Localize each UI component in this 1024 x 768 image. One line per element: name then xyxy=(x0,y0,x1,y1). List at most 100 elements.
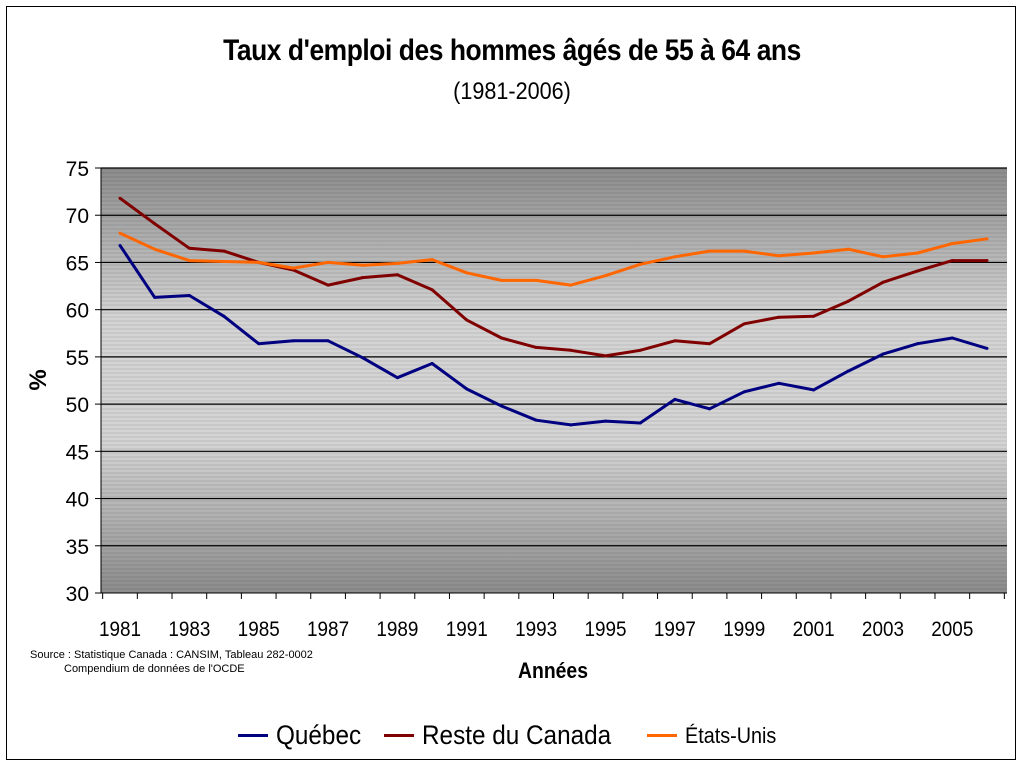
data-point-s2-1989 xyxy=(395,261,399,265)
x-tick-label-1987: 1987 xyxy=(307,618,349,641)
legend-swatch-quebec xyxy=(237,734,268,737)
y-tick-label-55: 55 xyxy=(66,347,89,370)
series-line-2 xyxy=(119,231,988,287)
data-point-s0-1994 xyxy=(569,423,573,427)
data-point-s1-1990 xyxy=(430,288,434,292)
x-tick-label-1993: 1993 xyxy=(515,618,557,641)
source-note: Source : Statistique Canada : CANSIM, Ta… xyxy=(30,648,313,676)
x-tick-label-1999: 1999 xyxy=(723,618,765,641)
x-tick-label-2005: 2005 xyxy=(931,618,973,641)
data-point-s0-1981 xyxy=(118,243,122,247)
data-point-s1-1999 xyxy=(742,322,746,326)
data-point-s1-1987 xyxy=(326,283,330,287)
data-point-s0-1998 xyxy=(708,407,712,411)
x-axis-label: Années xyxy=(518,659,588,683)
x-tick-label-1995: 1995 xyxy=(584,618,626,641)
data-point-s1-2000 xyxy=(777,315,781,319)
chart-title: Taux d'emploi des hommes âgés de 55 à 64… xyxy=(223,34,801,67)
x-tick-label-1981: 1981 xyxy=(99,618,141,641)
data-point-s2-1982 xyxy=(153,247,157,251)
data-point-s2-1995 xyxy=(604,274,608,278)
legend-item-quebec: Québec xyxy=(237,720,371,751)
data-point-s1-1993 xyxy=(534,345,538,349)
data-point-s0-1983 xyxy=(187,294,191,297)
data-point-s1-2005 xyxy=(950,259,954,263)
data-point-s1-1983 xyxy=(187,246,191,250)
data-point-s2-1985 xyxy=(257,260,261,264)
data-point-s1-1995 xyxy=(604,354,608,358)
data-point-s0-1990 xyxy=(430,362,434,365)
y-tick-label-50: 50 xyxy=(66,394,89,417)
data-point-s2-1991 xyxy=(465,271,469,275)
x-tick-label-1997: 1997 xyxy=(654,618,696,641)
data-point-s1-1982 xyxy=(153,222,157,226)
source-line-1: Source : Statistique Canada : CANSIM, Ta… xyxy=(30,649,313,661)
legend-item-etats-unis: États-Unis xyxy=(646,722,786,749)
x-tick-label-1985: 1985 xyxy=(238,618,280,641)
data-point-s1-1994 xyxy=(569,348,573,352)
data-point-s2-2002 xyxy=(846,247,850,251)
data-point-s2-1998 xyxy=(708,249,712,253)
data-point-s0-1993 xyxy=(534,418,538,422)
data-point-s2-1993 xyxy=(534,278,538,282)
data-point-s0-1987 xyxy=(326,339,330,343)
data-point-s1-2002 xyxy=(846,299,850,303)
y-tick-label-75: 75 xyxy=(66,158,89,181)
legend-swatch-reste-du-canada xyxy=(384,734,415,737)
y-tick-label-65: 65 xyxy=(66,252,89,275)
data-point-s0-1986 xyxy=(291,339,295,343)
data-point-s0-1992 xyxy=(499,404,503,408)
data-point-s0-1996 xyxy=(638,421,642,425)
data-point-s2-2004 xyxy=(916,251,920,255)
data-point-s2-1988 xyxy=(361,263,365,267)
data-point-s0-2000 xyxy=(777,381,781,385)
y-tick-label-70: 70 xyxy=(66,205,89,228)
data-point-s2-1984 xyxy=(222,260,226,263)
data-point-s0-1991 xyxy=(465,387,469,391)
data-point-s2-2006 xyxy=(985,237,989,241)
chart-legend: Québec Reste du Canada États-Unis xyxy=(0,720,1024,751)
y-tick-label-40: 40 xyxy=(66,489,89,512)
y-tick-label-45: 45 xyxy=(66,441,89,464)
data-point-s0-1997 xyxy=(673,397,677,401)
x-tick-label-2003: 2003 xyxy=(862,618,904,641)
y-tick-label-35: 35 xyxy=(66,536,89,559)
data-point-s2-1986 xyxy=(291,266,295,270)
plot-area-texture xyxy=(101,168,1007,593)
data-point-s0-1982 xyxy=(153,295,157,299)
data-point-s1-1998 xyxy=(708,342,712,346)
y-tick-label-60: 60 xyxy=(66,300,89,323)
legend-label-quebec: Québec xyxy=(275,720,362,750)
data-point-s0-1988 xyxy=(361,356,365,360)
legend-label-etats-unis: États-Unis xyxy=(684,722,776,748)
data-point-s0-1984 xyxy=(222,314,226,318)
data-point-s1-1992 xyxy=(499,336,503,340)
x-tick-label-1983: 1983 xyxy=(168,618,210,641)
source-line-2: Compendium de données de l'OCDE xyxy=(64,663,245,675)
data-point-s0-2005 xyxy=(950,336,954,340)
data-point-s1-2001 xyxy=(812,314,816,318)
data-point-s1-1984 xyxy=(222,249,226,253)
data-point-s1-1989 xyxy=(395,273,399,277)
data-point-s2-1999 xyxy=(742,249,746,253)
data-point-s0-1999 xyxy=(742,390,746,394)
x-tick-label-1991: 1991 xyxy=(446,618,488,641)
data-point-s2-1997 xyxy=(673,255,677,259)
data-point-s0-2006 xyxy=(985,346,989,350)
y-tick-label-30: 30 xyxy=(66,583,89,606)
data-point-s0-2001 xyxy=(812,388,816,392)
data-point-s2-1996 xyxy=(638,262,642,266)
data-point-s2-2001 xyxy=(812,251,816,255)
data-point-s2-2003 xyxy=(881,255,885,259)
data-point-s2-1987 xyxy=(326,260,330,264)
data-point-s1-2004 xyxy=(916,269,920,273)
x-tick-label-2001: 2001 xyxy=(793,618,835,641)
legend-label-reste-du-canada: Reste du Canada xyxy=(422,720,612,750)
legend-swatch-etats-unis xyxy=(646,734,677,737)
data-point-s2-2005 xyxy=(950,242,954,246)
data-point-s2-1992 xyxy=(499,278,503,282)
data-point-s0-2002 xyxy=(846,369,850,373)
y-axis-label: % xyxy=(25,369,52,390)
data-point-s1-1988 xyxy=(361,276,365,280)
data-point-s2-1981 xyxy=(118,231,122,235)
